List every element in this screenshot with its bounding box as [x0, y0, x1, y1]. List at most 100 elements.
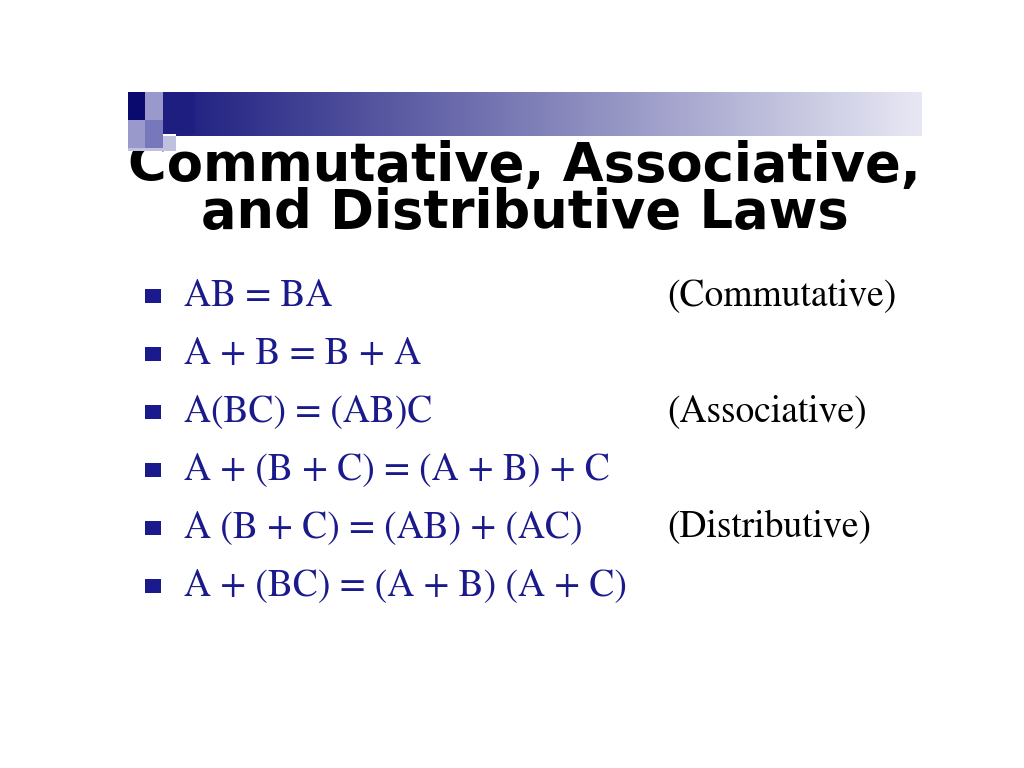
Bar [513, 92, 515, 136]
Bar [493, 92, 495, 136]
Bar [543, 92, 545, 136]
Bar [188, 92, 190, 136]
Bar [879, 92, 881, 136]
Bar [450, 92, 452, 136]
Bar [239, 92, 241, 136]
Bar [224, 92, 226, 136]
Bar [713, 92, 715, 136]
Bar [431, 92, 433, 136]
Bar [426, 92, 427, 136]
Bar [561, 92, 563, 136]
Bar [761, 92, 763, 136]
Bar [692, 92, 694, 136]
Text: A + B = B + A: A + B = B + A [183, 336, 421, 372]
Bar [858, 92, 860, 136]
Bar [500, 92, 502, 136]
Text: and Distributive Laws: and Distributive Laws [201, 187, 849, 240]
Bar [735, 92, 737, 136]
Bar [885, 92, 886, 136]
Bar [374, 92, 375, 136]
Bar [894, 92, 896, 136]
Bar [552, 92, 554, 136]
Text: AB = BA: AB = BA [183, 279, 332, 313]
Bar [530, 92, 531, 136]
Bar [728, 92, 729, 136]
Bar [824, 92, 826, 136]
Bar [640, 92, 642, 136]
Bar [200, 92, 202, 136]
Bar [547, 92, 549, 136]
Bar [436, 92, 438, 136]
Bar [301, 92, 302, 136]
Bar [145, 120, 163, 147]
Bar [515, 92, 517, 136]
Bar [849, 92, 851, 136]
Bar [202, 92, 204, 136]
Bar [674, 92, 676, 136]
Bar [717, 92, 718, 136]
Bar [706, 92, 708, 136]
Bar [569, 92, 571, 136]
Bar [869, 92, 871, 136]
Bar [781, 92, 783, 136]
Bar [724, 92, 726, 136]
Bar [910, 92, 912, 136]
Bar [760, 92, 761, 136]
Bar [574, 92, 577, 136]
Bar [467, 92, 468, 136]
Bar [536, 92, 538, 136]
Bar [864, 92, 865, 136]
Bar [799, 92, 801, 136]
Bar [746, 92, 749, 136]
Bar [392, 92, 394, 136]
Bar [351, 92, 353, 136]
Bar [801, 92, 802, 136]
Bar [190, 92, 193, 136]
Bar [644, 92, 645, 136]
Bar [215, 92, 217, 136]
Bar [397, 92, 399, 136]
Bar [177, 92, 179, 136]
Bar [588, 92, 590, 136]
Bar [345, 92, 347, 136]
Bar [531, 92, 534, 136]
Bar [912, 92, 914, 136]
Bar [263, 92, 265, 136]
Bar [145, 92, 163, 120]
Bar [323, 92, 325, 136]
Text: A + (BC) = (A + B) (A + C): A + (BC) = (A + B) (A + C) [183, 568, 627, 604]
Bar [145, 405, 162, 419]
Text: A + (B + C) = (A + B) + C: A + (B + C) = (A + B) + C [183, 452, 609, 488]
Bar [145, 463, 162, 477]
Bar [703, 92, 706, 136]
Bar [663, 92, 665, 136]
Bar [524, 92, 526, 136]
Bar [822, 92, 824, 136]
Bar [304, 92, 306, 136]
Bar [145, 579, 162, 593]
Bar [733, 92, 735, 136]
Bar [862, 92, 864, 136]
Bar [834, 92, 836, 136]
Bar [399, 92, 401, 136]
Bar [364, 92, 366, 136]
Bar [670, 92, 672, 136]
Bar [479, 92, 481, 136]
Bar [497, 92, 499, 136]
Bar [456, 92, 458, 136]
Bar [622, 92, 624, 136]
Bar [610, 92, 612, 136]
Bar [231, 92, 233, 136]
Bar [778, 92, 780, 136]
Bar [317, 92, 319, 136]
Bar [358, 92, 360, 136]
Bar [742, 92, 744, 136]
Bar [726, 92, 728, 136]
Bar [812, 92, 813, 136]
Bar [403, 92, 406, 136]
Bar [325, 92, 327, 136]
Bar [583, 92, 584, 136]
Bar [506, 92, 508, 136]
Bar [483, 92, 485, 136]
Bar [407, 92, 409, 136]
